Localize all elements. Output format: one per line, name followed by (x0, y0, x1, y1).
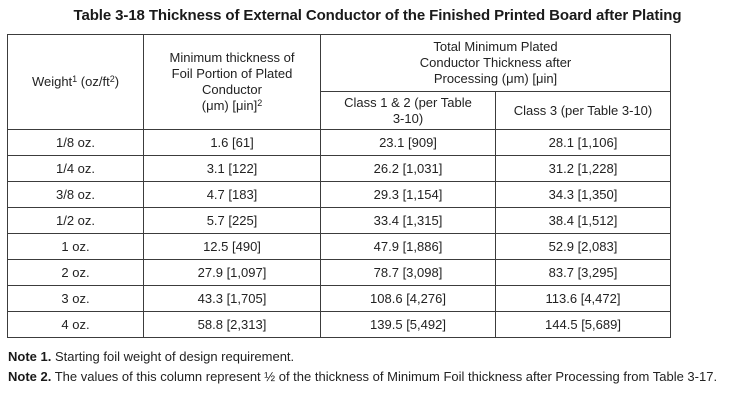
footnotes: Note 1. Starting foil weight of design r… (8, 347, 753, 387)
note-2: Note 2. The values of this column repres… (8, 367, 753, 387)
note-2-text: The values of this column represent ½ of… (51, 369, 718, 384)
weight-cell: 1/8 oz. (7, 129, 144, 156)
class3-cell: 31.2 [1,228] (495, 155, 671, 182)
header-weight-text: Weight (31, 74, 73, 89)
header-total-line2: Conductor Thickness after (419, 55, 572, 70)
table-row: 1 oz. 12.5 [490] 47.9 [1,886] 52.9 [2,08… (7, 233, 671, 260)
table-row: 2 oz. 27.9 [1,097] 78.7 [3,098] 83.7 [3,… (7, 259, 671, 286)
header-class-1-2: Class 1 & 2 (per Table 3-10) (320, 91, 496, 130)
header-class12-line1: Class 1 & 2 (per Table (344, 94, 472, 110)
header-foil-units: (μm) [μin] (201, 98, 258, 113)
weight-cell: 1/2 oz. (7, 207, 144, 234)
weight-cell: 1 oz. (7, 233, 144, 260)
note-2-label: Note 2. (8, 369, 52, 384)
header-foil-line4: (μm) [μin]2 (148, 98, 316, 114)
header-row-1: Weight1 (oz/ft2) Minimum thickness of Fo… (7, 34, 671, 130)
weight-cell: 2 oz. (7, 259, 144, 286)
header-weight-footnote-mark: 1 (72, 74, 78, 84)
foil-cell: 58.8 [2,313] (143, 311, 321, 338)
header-foil-footnote-mark: 2 (257, 98, 263, 108)
table-title: Table 3-18 Thickness of External Conduct… (73, 7, 682, 24)
class3-cell: 52.9 [2,083] (495, 233, 671, 260)
note-1-label: Note 1. (8, 349, 52, 364)
class12-cell: 78.7 [3,098] (320, 259, 496, 286)
header-class12-line2: 3-10) (392, 110, 424, 126)
table-row: 1/4 oz. 3.1 [122] 26.2 [1,031] 31.2 [1,2… (7, 155, 671, 182)
class12-cell: 108.6 [4,276] (320, 285, 496, 312)
header-total-line3: Processing (μm) [μin] (433, 71, 558, 86)
header-weight-unit: (oz/ft (77, 74, 110, 89)
foil-cell: 3.1 [122] (143, 155, 321, 182)
note-1-text: Starting foil weight of design requireme… (51, 349, 295, 364)
class12-cell: 29.3 [1,154] (320, 181, 496, 208)
weight-cell: 1/4 oz. (7, 155, 144, 182)
header-foil-thickness: Minimum thickness of Foil Portion of Pla… (143, 34, 321, 130)
class3-cell: 38.4 [1,512] (495, 207, 671, 234)
table-body: 1/8 oz. 1.6 [61] 23.1 [909] 28.1 [1,106]… (7, 129, 671, 338)
thickness-table: Weight1 (oz/ft2) Minimum thickness of Fo… (7, 34, 671, 338)
header-class3-line1: Class 3 (per Table 3-10) (513, 102, 653, 118)
class3-cell: 28.1 [1,106] (495, 129, 671, 156)
class12-cell: 33.4 [1,315] (320, 207, 496, 234)
class12-cell: 23.1 [909] (320, 129, 496, 156)
class3-cell: 34.3 [1,350] (495, 181, 671, 208)
header-foil-line2: Foil Portion of Plated (171, 66, 293, 81)
foil-cell: 4.7 [183] (143, 181, 321, 208)
header-weight-unit-close: ) (114, 74, 120, 89)
weight-cell: 3/8 oz. (7, 181, 144, 208)
class3-cell: 144.5 [5,689] (495, 311, 671, 338)
header-foil-line1: Minimum thickness of (169, 50, 295, 65)
weight-cell: 3 oz. (7, 285, 144, 312)
header-total-plated-group: Total Minimum Plated Conductor Thickness… (320, 34, 671, 92)
table-row: 3 oz. 43.3 [1,705] 108.6 [4,276] 113.6 [… (7, 285, 671, 312)
header-total-line1: Total Minimum Plated (433, 39, 558, 54)
header-weight-unit-sup: 2 (109, 74, 115, 84)
foil-cell: 43.3 [1,705] (143, 285, 321, 312)
note-1: Note 1. Starting foil weight of design r… (8, 347, 753, 367)
foil-cell: 27.9 [1,097] (143, 259, 321, 286)
class3-cell: 83.7 [3,295] (495, 259, 671, 286)
header-row-2: Class 1 & 2 (per Table 3-10) Class 3 (pe… (8, 91, 671, 130)
table-row: 1/2 oz. 5.7 [225] 33.4 [1,315] 38.4 [1,5… (7, 207, 671, 234)
table-row: 4 oz. 58.8 [2,313] 139.5 [5,492] 144.5 [… (7, 311, 671, 338)
header-foil-line3: Conductor (202, 82, 262, 97)
header-weight: Weight1 (oz/ft2) (7, 34, 144, 130)
class12-cell: 139.5 [5,492] (320, 311, 496, 338)
foil-cell: 5.7 [225] (143, 207, 321, 234)
table-header: Weight1 (oz/ft2) Minimum thickness of Fo… (7, 34, 671, 130)
foil-cell: 1.6 [61] (143, 129, 321, 156)
foil-cell: 12.5 [490] (143, 233, 321, 260)
class12-cell: 26.2 [1,031] (320, 155, 496, 182)
header-class-3: Class 3 (per Table 3-10) (495, 91, 671, 130)
weight-cell: 4 oz. (7, 311, 144, 338)
class3-cell: 113.6 [4,472] (495, 285, 671, 312)
table-row: 3/8 oz. 4.7 [183] 29.3 [1,154] 34.3 [1,3… (7, 181, 671, 208)
class12-cell: 47.9 [1,886] (320, 233, 496, 260)
table-row: 1/8 oz. 1.6 [61] 23.1 [909] 28.1 [1,106] (7, 129, 671, 156)
